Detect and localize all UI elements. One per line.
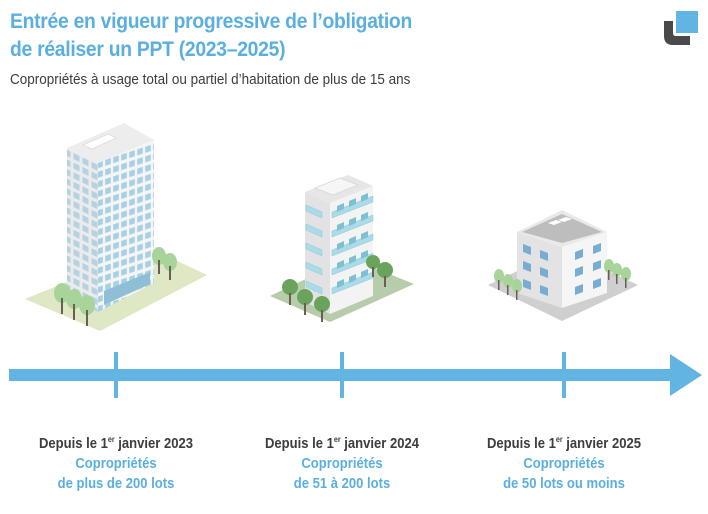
milestone-2024: Depuis le 1er janvier 2024 Copropriétés …: [232, 430, 452, 494]
milestone-date: Depuis le 1er janvier 2025: [486, 435, 642, 452]
milestone-line-1: Copropriétés: [523, 456, 605, 472]
timeline-tick-2025: [562, 352, 566, 398]
title-line-2: de réaliser un PPT (2023–2025): [10, 38, 286, 61]
milestone-date: Depuis le 1er janvier 2023: [38, 435, 194, 452]
timeline-tick-2023: [114, 352, 118, 398]
page-title: Entrée en vigueur progressive de l’oblig…: [10, 8, 562, 64]
timeline-arrow: [9, 352, 702, 398]
page-subtitle: Copropriétés à usage total ou partiel d’…: [10, 72, 411, 88]
brand-logo-icon: [664, 11, 698, 45]
milestone-line-2: de plus de 200 lots: [57, 476, 175, 492]
milestone-line-1: Copropriétés: [75, 456, 157, 472]
milestone-line-1: Copropriétés: [301, 456, 383, 472]
timeline-tick-2024: [340, 352, 344, 398]
small-building-icon: [488, 210, 638, 321]
mid-rise-apartment-building-icon: [270, 175, 414, 322]
milestone-line-2: de 50 lots ou moins: [503, 476, 625, 492]
milestone-2023: Depuis le 1er janvier 2023 Copropriétés …: [6, 430, 226, 494]
milestone-line-2: de 51 à 200 lots: [293, 476, 391, 492]
title-line-1: Entrée en vigueur progressive de l’oblig…: [10, 10, 412, 33]
milestone-2025: Depuis le 1er janvier 2025 Copropriétés …: [454, 430, 674, 494]
tall-tower-building-icon: [25, 123, 207, 331]
milestone-date: Depuis le 1er janvier 2024: [264, 435, 420, 452]
